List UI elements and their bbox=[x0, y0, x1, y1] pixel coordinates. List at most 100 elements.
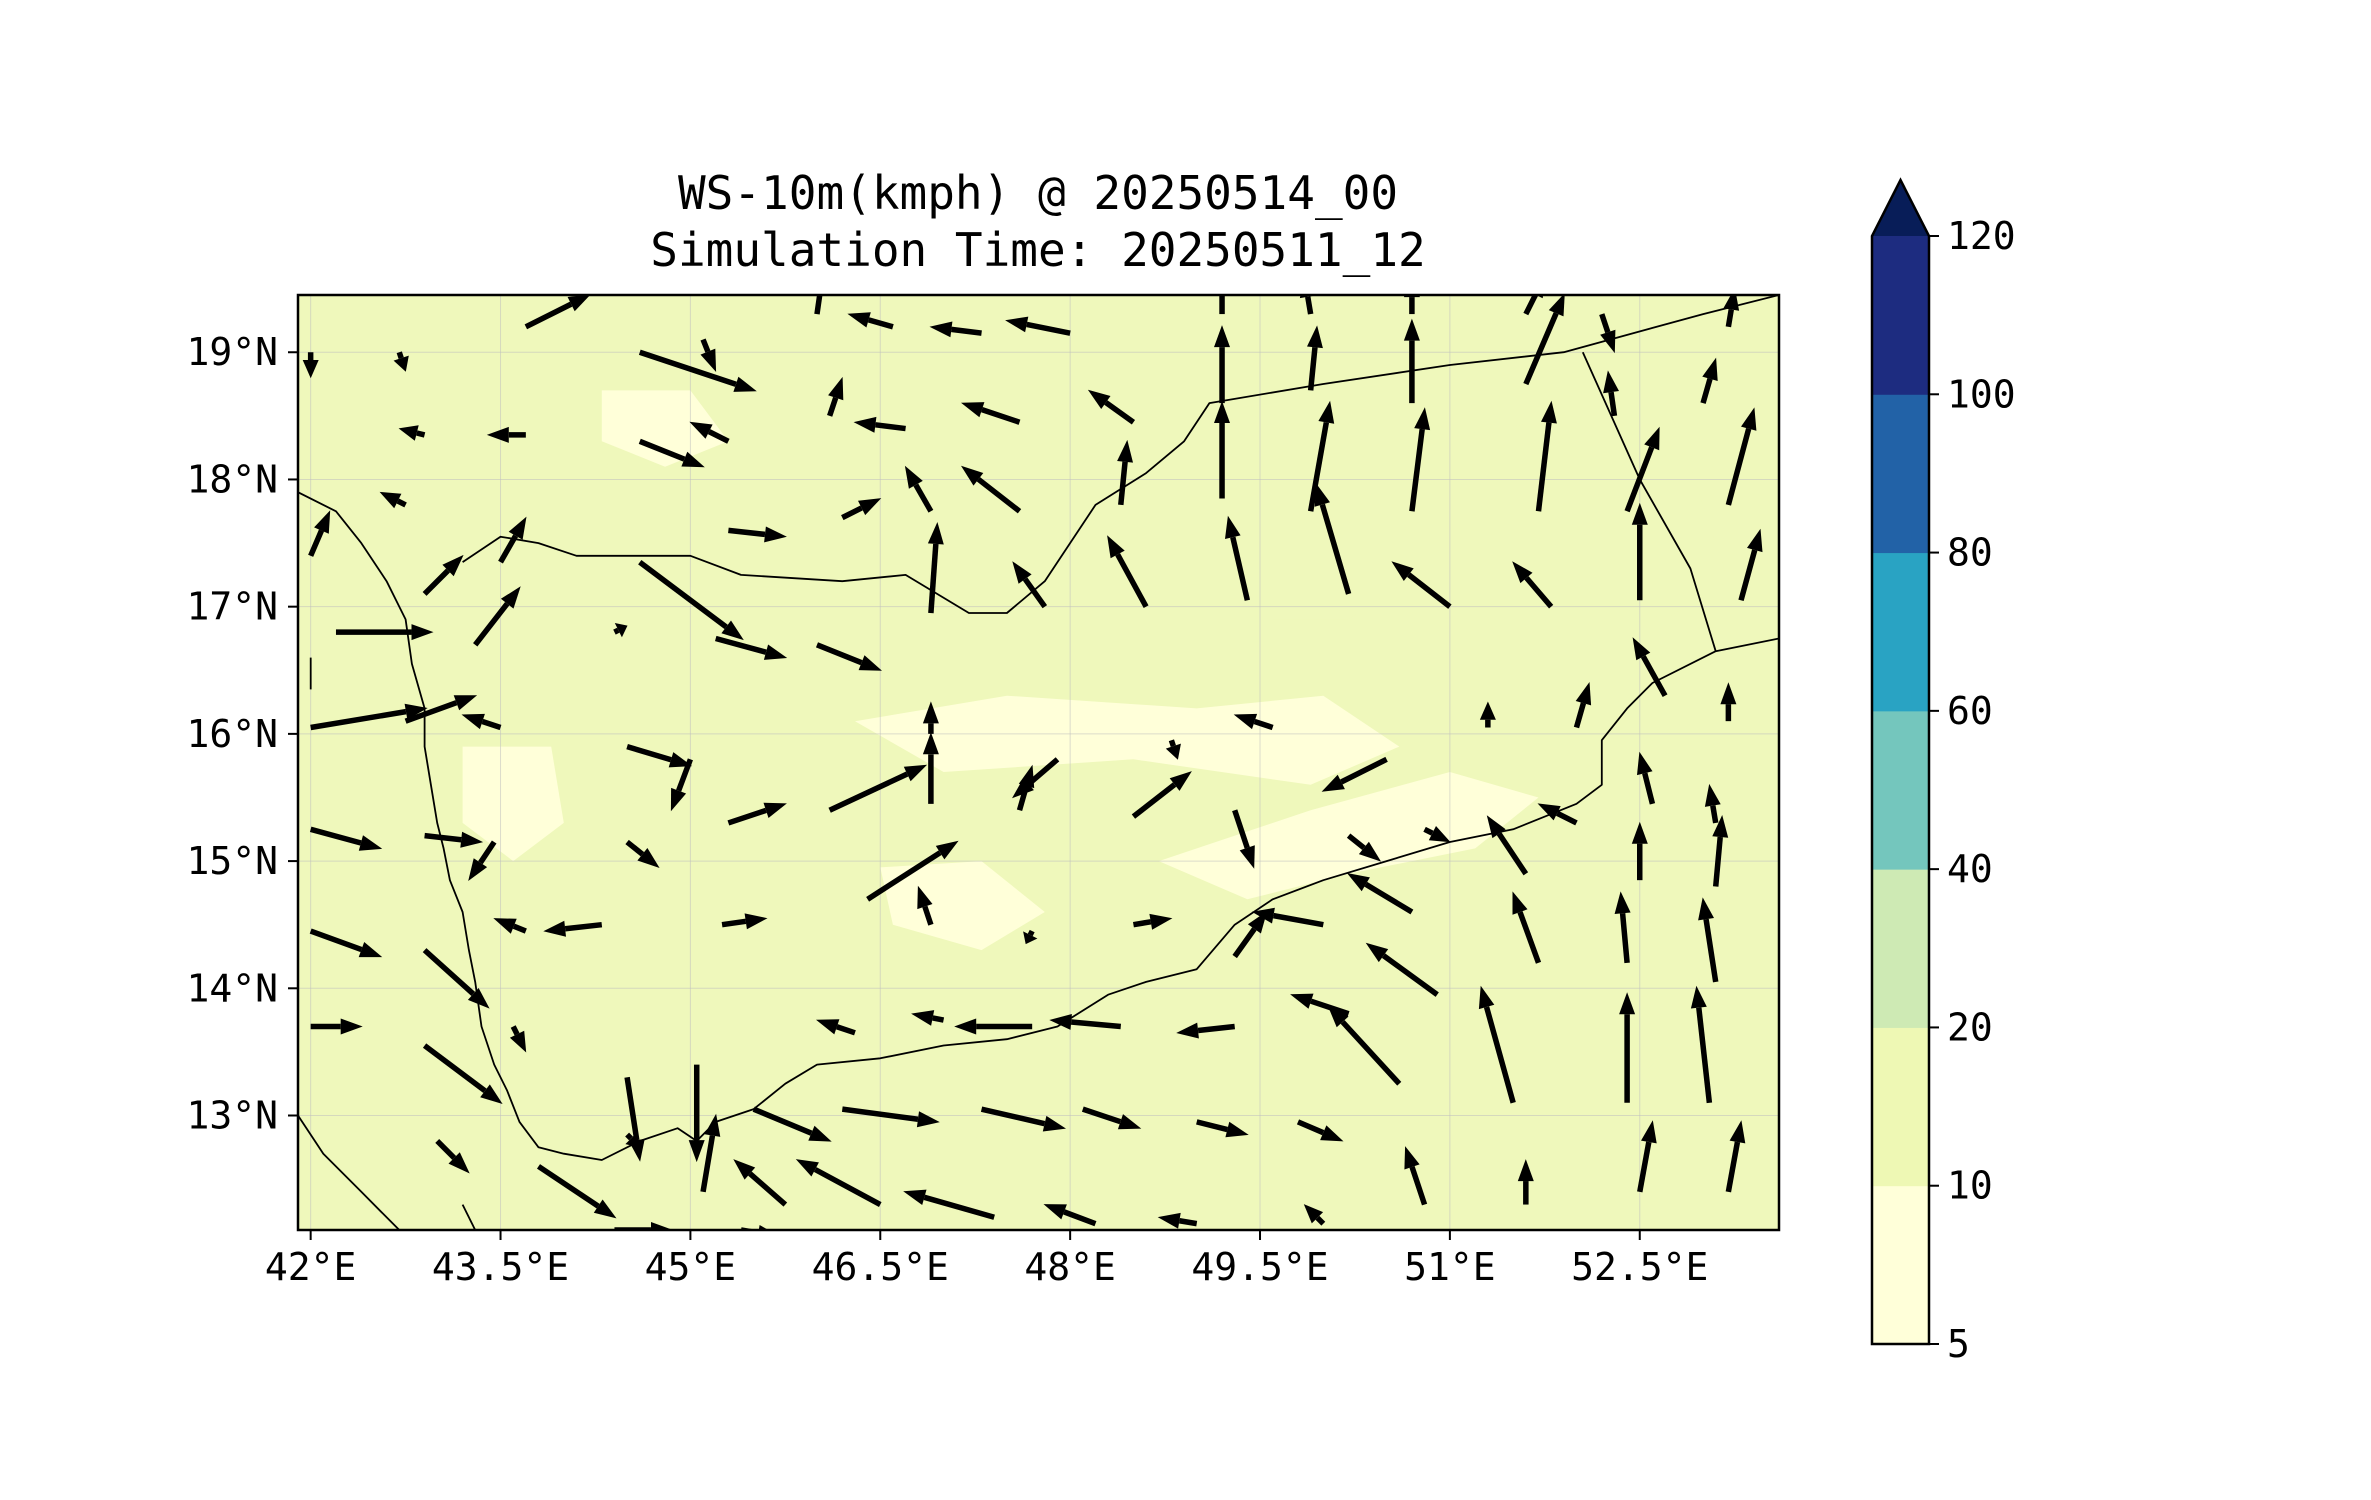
wind-vector bbox=[828, 764, 928, 813]
wind-vector bbox=[1346, 833, 1382, 862]
wind-vector bbox=[688, 1064, 705, 1163]
y-tick-label: 19°N bbox=[186, 330, 278, 374]
wind-vector-head bbox=[1233, 713, 1258, 730]
wind-vector bbox=[721, 913, 768, 930]
wind-vector bbox=[1296, 1119, 1344, 1142]
wind-vector-shaft bbox=[1409, 1166, 1428, 1206]
wind-vector bbox=[980, 1106, 1066, 1132]
wind-vector-shaft bbox=[1131, 782, 1177, 819]
wind-vector-head bbox=[1403, 318, 1420, 341]
wind-vector-head bbox=[1720, 682, 1737, 705]
wind-zone-lt20-1 bbox=[1260, 415, 1729, 620]
wind-vector bbox=[1712, 815, 1729, 887]
wind-vector-head bbox=[567, 295, 591, 312]
wind-vector-head bbox=[903, 764, 928, 782]
wind-vector-head bbox=[1541, 400, 1557, 424]
wind-vector-shaft bbox=[422, 948, 476, 996]
wind-vector bbox=[954, 1018, 1033, 1035]
wind-vector-head bbox=[404, 703, 428, 720]
wind-vector bbox=[847, 312, 894, 330]
wind-vector bbox=[379, 491, 407, 509]
wind-vector-shaft bbox=[813, 1167, 882, 1207]
wind-vector bbox=[1479, 701, 1496, 728]
wind-vector-shaft bbox=[1319, 503, 1352, 595]
wind-vector bbox=[309, 826, 383, 851]
y-tick-label: 18°N bbox=[186, 457, 278, 501]
wind-vector-head bbox=[1690, 985, 1707, 1009]
wind-vector-head bbox=[763, 802, 787, 818]
wind-vector-head bbox=[468, 858, 488, 881]
wind-vector-shaft bbox=[752, 1106, 813, 1136]
wind-zone-lt10-9 bbox=[462, 746, 564, 862]
wind-vector-shaft bbox=[638, 349, 737, 387]
wind-vector-shaft bbox=[728, 527, 766, 538]
wind-vector-head bbox=[1023, 931, 1038, 945]
wind-vector-head bbox=[1012, 777, 1034, 799]
wind-vector-shaft bbox=[841, 505, 863, 521]
wind-vector-head bbox=[1117, 1114, 1142, 1130]
wind-vector bbox=[509, 1025, 527, 1053]
wind-vector-head bbox=[1307, 325, 1323, 349]
wind-vector bbox=[961, 402, 1021, 425]
wind-vector-shaft bbox=[1738, 549, 1758, 602]
wind-vector-shaft bbox=[310, 708, 407, 731]
colorbar-label: 120 bbox=[1947, 214, 2016, 258]
wind-vector bbox=[689, 421, 730, 444]
wind-vector bbox=[422, 1043, 503, 1104]
wind-vector-shaft bbox=[1637, 1141, 1652, 1193]
wind-vector bbox=[1725, 407, 1757, 506]
wind-vector-head bbox=[1321, 774, 1345, 792]
wind-vector-shaft bbox=[481, 718, 502, 731]
wind-vector-head bbox=[903, 1189, 927, 1205]
wind-vector-shaft bbox=[613, 627, 620, 635]
wind-zone-lt20-5 bbox=[298, 606, 362, 785]
wind-vector-head bbox=[593, 1199, 617, 1219]
wind-vector-shaft bbox=[1063, 1209, 1097, 1227]
wind-vector-head bbox=[1214, 325, 1230, 348]
wind-vector-head bbox=[1603, 370, 1619, 394]
wind-vector-shaft bbox=[1118, 461, 1128, 506]
wind-vector bbox=[1517, 1159, 1534, 1205]
border-line-1 bbox=[462, 295, 1779, 614]
wind-vector bbox=[903, 1189, 995, 1220]
wind-vector bbox=[638, 349, 757, 392]
wind-vector-head bbox=[480, 1084, 503, 1104]
wind-vector bbox=[853, 416, 906, 433]
wind-vector-head bbox=[816, 1019, 840, 1035]
wind-vector bbox=[1087, 389, 1136, 425]
wind-vector-head bbox=[1042, 1115, 1066, 1132]
wind-vector bbox=[700, 338, 717, 372]
wind-vector-head bbox=[1600, 329, 1616, 354]
wind-vector bbox=[1486, 815, 1529, 876]
wind-vector-head bbox=[763, 644, 788, 660]
wind-vector-head bbox=[1251, 907, 1275, 924]
wind-vector-shaft bbox=[1307, 421, 1330, 512]
wind-vector bbox=[1698, 897, 1719, 983]
wind-vector-shaft bbox=[308, 529, 325, 557]
wind-vector bbox=[638, 559, 744, 641]
wind-vector-head bbox=[1414, 407, 1431, 431]
colorbar-label: 5 bbox=[1947, 1322, 1970, 1366]
wind-vector-head bbox=[1512, 561, 1533, 584]
wind-vector-shaft bbox=[1081, 1106, 1122, 1125]
wind-vector-head bbox=[1641, 1120, 1657, 1144]
wind-vector-head bbox=[1157, 1212, 1181, 1229]
wind-vector-shaft bbox=[625, 839, 645, 857]
wind-vector-head bbox=[1637, 751, 1653, 776]
y-tick-label: 16°N bbox=[186, 712, 278, 756]
wind-vector-shaft bbox=[512, 923, 527, 934]
wind-vector bbox=[310, 703, 428, 731]
colorbar-label: 20 bbox=[1947, 1005, 1993, 1049]
wind-vector-shaft bbox=[1232, 809, 1250, 849]
wind-vector-shaft bbox=[1104, 400, 1136, 425]
colorbar-segment bbox=[1872, 710, 1929, 870]
wind-vector bbox=[310, 1018, 363, 1035]
wind-vector bbox=[1023, 929, 1038, 945]
wind-vector-head bbox=[1486, 815, 1506, 839]
wind-vector-shaft bbox=[422, 1043, 487, 1094]
wind-vector-shaft bbox=[721, 918, 747, 928]
wind-vector-shaft bbox=[1496, 832, 1529, 876]
wind-vector-shaft bbox=[1253, 718, 1274, 731]
wind-vector bbox=[435, 1139, 470, 1174]
wind-vector-shaft bbox=[976, 477, 1022, 514]
